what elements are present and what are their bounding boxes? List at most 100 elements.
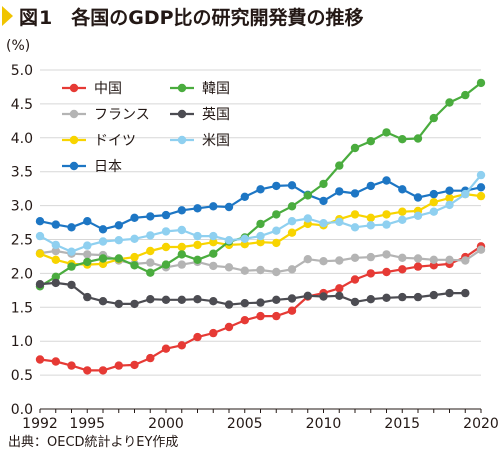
legend-label: 日本: [94, 159, 122, 175]
data-point: [193, 255, 202, 264]
data-point: [335, 291, 344, 300]
x-tick-label: 2010: [306, 416, 342, 432]
data-point: [146, 295, 155, 304]
data-point: [256, 238, 265, 247]
data-point: [335, 161, 344, 170]
legend-label: 米国: [202, 133, 230, 149]
data-point: [224, 202, 234, 212]
data-point: [224, 236, 234, 245]
y-tick-label: 4.0: [11, 131, 33, 147]
data-point: [114, 361, 124, 370]
data-point: [240, 234, 249, 243]
data-point: [209, 249, 218, 258]
data-point: [382, 128, 391, 137]
legend-label: フランス: [94, 107, 150, 123]
data-point: [130, 360, 139, 370]
data-point: [193, 231, 202, 241]
data-point: [319, 292, 328, 301]
data-point: [130, 213, 139, 222]
y-tick-label: 0.5: [11, 368, 33, 384]
y-tick-label: 0.0: [11, 402, 33, 418]
legend-swatch-marker: [69, 109, 79, 119]
data-point: [193, 204, 202, 213]
data-point: [366, 221, 375, 230]
data-point: [366, 137, 375, 146]
series-4: [35, 78, 486, 291]
data-point: [319, 257, 328, 266]
data-point: [429, 189, 438, 199]
data-point: [51, 246, 60, 256]
data-point: [398, 253, 407, 262]
data-point: [303, 191, 312, 200]
y-tick-label: 3.0: [11, 199, 33, 215]
data-point: [256, 219, 265, 229]
y-tick-label: 1.5: [11, 300, 33, 316]
data-point: [256, 231, 265, 241]
data-point: [67, 361, 76, 370]
data-point: [461, 189, 470, 199]
data-point: [398, 185, 407, 194]
data-point: [272, 238, 281, 248]
data-point: [445, 288, 454, 298]
legend-label: ドイツ: [94, 133, 136, 149]
data-point: [398, 135, 407, 144]
data-point: [319, 219, 328, 228]
data-point: [161, 210, 171, 220]
legend-swatch-marker: [69, 83, 79, 93]
y-tick-label: 2.0: [11, 266, 33, 282]
data-point: [272, 181, 281, 191]
data-point: [350, 189, 360, 198]
data-point: [146, 268, 155, 277]
data-point: [240, 192, 249, 201]
data-point: [476, 183, 486, 192]
data-point: [83, 217, 92, 226]
data-point: [366, 181, 375, 191]
data-point: [335, 256, 344, 265]
x-tick-label: 2015: [384, 416, 420, 432]
data-point: [130, 252, 139, 262]
data-point: [83, 366, 92, 375]
data-point: [98, 366, 108, 375]
data-point: [51, 255, 60, 264]
data-point: [209, 238, 218, 247]
data-point: [98, 297, 108, 306]
data-point: [366, 269, 375, 278]
legend-swatch-marker: [177, 109, 187, 119]
y-tick-label: 1.0: [11, 334, 33, 350]
data-point: [51, 272, 60, 281]
legend-label: 韓国: [202, 81, 230, 97]
data-point: [240, 316, 249, 325]
data-point: [366, 295, 375, 304]
x-tick-label: 2020: [463, 416, 499, 432]
data-point: [67, 247, 76, 256]
data-point: [287, 217, 297, 226]
data-point: [350, 275, 360, 284]
data-point: [67, 262, 76, 271]
legend-swatch-marker: [177, 135, 187, 145]
data-point: [382, 293, 391, 302]
data-point: [161, 344, 171, 353]
data-point: [35, 249, 45, 258]
data-point: [382, 176, 391, 185]
legend-item: 中国: [62, 81, 122, 97]
data-point: [209, 202, 218, 211]
data-point: [445, 193, 454, 203]
data-point: [398, 215, 407, 224]
data-point: [161, 242, 171, 252]
legend-item: 韓国: [170, 81, 230, 97]
data-point: [350, 143, 360, 153]
legend-item: フランス: [62, 107, 150, 123]
data-point: [476, 78, 486, 88]
data-point: [287, 294, 297, 303]
data-point: [146, 258, 155, 267]
data-point: [114, 236, 124, 245]
data-point: [256, 311, 265, 321]
data-point: [398, 265, 407, 274]
data-point: [413, 211, 423, 220]
data-point: [413, 134, 423, 143]
y-tick-label: 3.5: [11, 165, 33, 181]
data-point: [272, 210, 281, 219]
data-point: [98, 254, 108, 263]
data-point: [177, 206, 186, 215]
